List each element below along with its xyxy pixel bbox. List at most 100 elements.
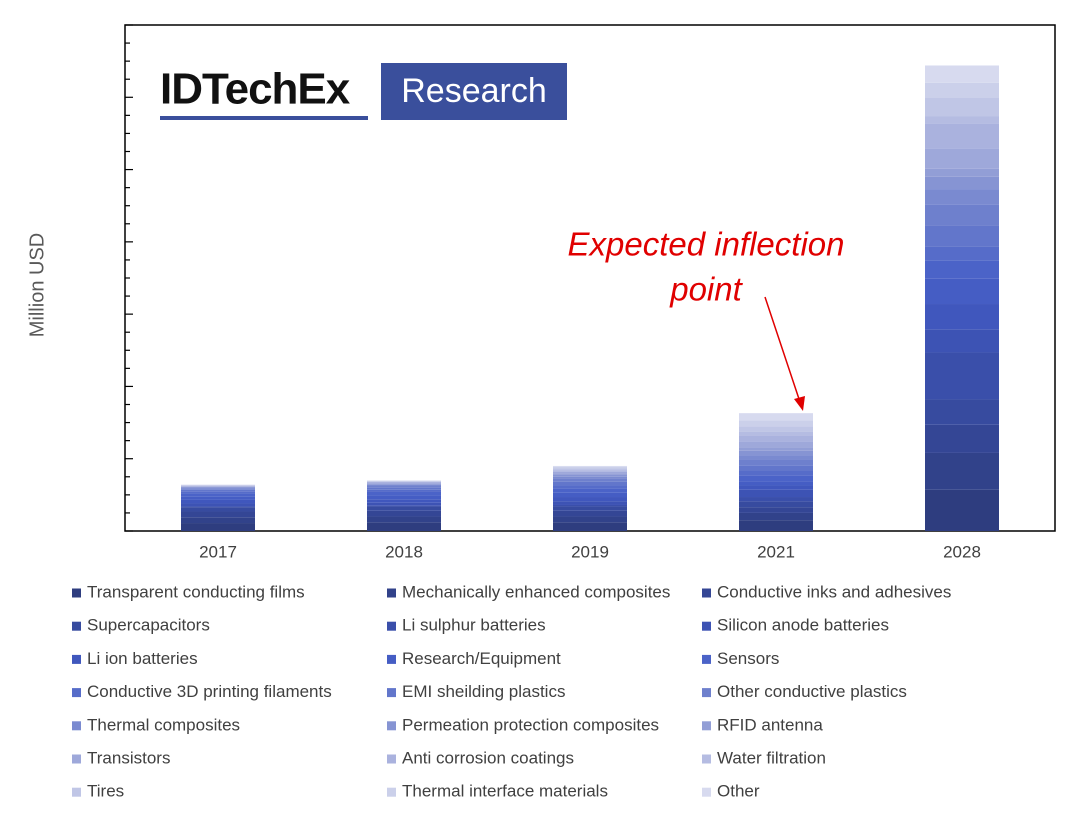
legend-swatch [72,588,81,598]
logo-text: IDTechEx [160,65,351,114]
legend-label: Sensors [717,649,779,668]
legend-label: Conductive 3D printing filaments [87,682,332,701]
bar-segment [739,455,813,460]
bar-segment [925,204,999,226]
legend-swatch [387,588,396,598]
bar-segment [553,468,627,470]
bar-segment [367,502,441,506]
bar-segment [739,459,813,466]
bar-segment [553,492,627,498]
legend-label: Thermal composites [87,715,240,734]
bar-segment [553,476,627,479]
bar-segment [553,485,627,489]
legend-swatch [387,754,396,764]
bar-segment [181,487,255,489]
bar-segment [367,489,441,492]
bar-segment [367,483,441,485]
bar-segment [925,176,999,190]
bar-segment [553,488,627,493]
legend-swatch [72,721,81,731]
bar-segment [367,505,441,507]
bar-segment [367,482,441,484]
bar-segment [367,487,441,490]
bar-segment [739,450,813,456]
legend-swatch [702,621,711,631]
legend-swatch [387,688,396,698]
legend-label: Transistors [87,748,170,767]
legend-swatch [72,654,81,664]
bar-segment [181,491,255,494]
legend-swatch [387,721,396,731]
legend-swatch [702,588,711,598]
bar-segment [553,465,627,467]
x-tick-label: 2018 [385,542,423,561]
bar-segment [553,470,627,472]
legend-swatch [387,654,396,664]
x-tick-label: 2028 [943,542,981,561]
bar-segment [925,260,999,279]
legend-label: Other [717,782,760,801]
legend-label: Research/Equipment [402,649,561,668]
legend-label: RFID antenna [717,715,823,734]
bar-segment [925,424,999,453]
bar-segment [367,506,441,511]
bar-segment [739,489,813,498]
bar-segment [553,522,627,531]
bar-segment [925,116,999,124]
annotation-arrowhead [794,396,805,411]
bar-segment [181,486,255,488]
legend-swatch [387,621,396,631]
legend-swatch [702,754,711,764]
bar-segment [181,506,255,508]
bar-segment [553,481,627,486]
bar-segment [925,489,999,531]
bar-segment [739,475,813,482]
bar-segment [739,481,813,486]
bar-segment [739,447,813,451]
legend-label: Silicon anode batteries [717,616,889,635]
bar-segment [181,523,255,531]
annotation: Expected inflection [567,226,844,263]
bar-segment [367,491,441,496]
legend-label: Other conductive plastics [717,682,907,701]
bar-segment [925,82,999,99]
bar-segment [367,510,441,517]
legend-label: Permeation protection composites [402,715,659,734]
bar-segment [553,510,627,517]
logo-text: Research [401,72,547,110]
bar-segment [367,484,441,485]
bar-segment [925,246,999,261]
bar-segment [925,278,999,305]
bar-segment [739,413,813,421]
bar-segment [553,474,627,477]
legend-label: Li ion batteries [87,649,198,668]
bar-segment [739,471,813,476]
bar-segment [925,452,999,490]
bar-segment [553,471,627,474]
bar-segment [181,493,255,497]
bar-segment [739,420,813,427]
legend-label: EMI sheilding plastics [402,682,565,701]
annotation-arrow [764,296,801,403]
bar-segment [553,516,627,523]
bar-segment [553,466,627,469]
legend-label: Transparent conducting films [87,582,305,601]
legend-label: Water filtration [717,748,826,767]
bar-segment [553,497,627,502]
bar-segment [553,473,627,475]
bar-segment [181,503,255,507]
bar-segment [739,512,813,521]
legend-label: Anti corrosion coatings [402,748,574,767]
bar-segment [925,329,999,353]
bar-segment [925,189,999,205]
bar-segment [925,399,999,425]
legend-label: Thermal interface materials [402,782,608,801]
bar-segment [739,465,813,472]
x-tick-label: 2021 [757,542,795,561]
bar-segment [925,123,999,149]
legend-swatch [72,688,81,698]
bar-segment [739,520,813,531]
bar-segment [367,495,441,500]
